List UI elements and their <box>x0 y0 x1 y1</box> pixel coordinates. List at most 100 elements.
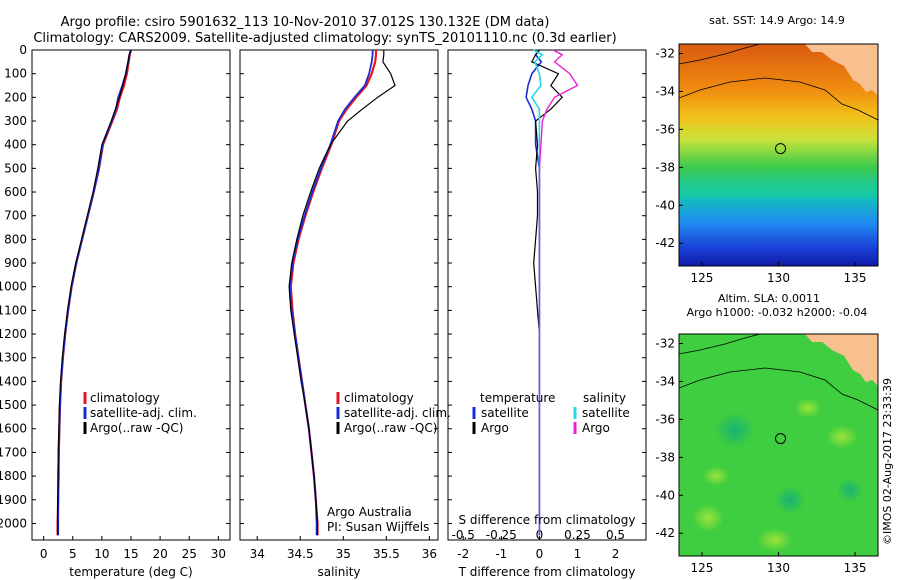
depth-tick-label: 1700 <box>0 445 27 459</box>
temperature-panel-frame <box>31 49 231 541</box>
map-y-tick-label: -32 <box>655 336 675 350</box>
legend-title-temperature: temperature <box>480 391 555 405</box>
sla-map-image <box>679 334 878 556</box>
x-tick-label: 34 <box>250 547 265 561</box>
sla-contour-coast <box>679 334 761 355</box>
map-y-tick-label: -40 <box>655 198 675 212</box>
sst-land <box>679 44 878 96</box>
legend-label-s-argo: Argo <box>582 421 610 435</box>
x-tick-label: 0 <box>536 547 544 561</box>
x-tick-label: 2 <box>612 547 620 561</box>
difference-series <box>525 49 579 536</box>
map-y-tick-label: -38 <box>655 160 675 174</box>
sst-field <box>679 44 878 266</box>
map-y-tick-label: -32 <box>655 46 675 60</box>
salinity-x-axis: 34 34.5 35 35.5 36 <box>250 536 437 561</box>
sst-map-title: sat. SST: 14.9 Argo: 14.9 <box>709 14 845 27</box>
sla-anomaly-low <box>774 486 806 514</box>
depth-tick-label: 200 <box>4 90 27 104</box>
sla-anomaly-low <box>715 412 755 448</box>
sst-map-image <box>679 44 878 266</box>
x-top-tick-label: 0.25 <box>564 528 591 542</box>
x-top-tick-label: -0.5 <box>452 528 475 542</box>
depth-tick-label: 1200 <box>0 327 27 341</box>
sla-anomaly-high <box>702 466 730 486</box>
map-x-tick-label: 135 <box>844 561 867 575</box>
header-line2: Climatology: CARS2009. Satellite-adjuste… <box>33 31 616 46</box>
header-line1: Argo profile: csiro 5901632_113 10-Nov-2… <box>61 15 550 30</box>
x-tick-label: 5 <box>69 547 77 561</box>
x-tick-label: 34.5 <box>287 547 314 561</box>
x-tick-label: -1 <box>495 547 507 561</box>
depth-tick-label: 600 <box>4 185 27 199</box>
x-tick-label: 35.5 <box>373 547 400 561</box>
difference-panel-frame <box>447 49 647 541</box>
depth-tick-label: 1400 <box>0 374 27 388</box>
depth-tick-label: 1100 <box>0 303 27 317</box>
depth-tick-label: 1300 <box>0 351 27 365</box>
x-tick-label: 25 <box>182 547 197 561</box>
depth-axis: 0 100 200 300 400 500 600 700 800 900 1000 1100 1200… <box>0 43 646 530</box>
sst-band <box>679 180 878 198</box>
t-difference-xlabel: T difference from climatology <box>458 565 636 579</box>
x-tick-label: 15 <box>123 547 138 561</box>
depth-tick-label: 900 <box>4 256 27 270</box>
annotation-argo-australia: Argo Australia <box>327 505 412 519</box>
depth-tick-label: 800 <box>4 232 27 246</box>
map-x-tick-label: 135 <box>844 271 867 285</box>
temperature-series <box>56 49 133 536</box>
sla-argo-marker <box>775 433 787 445</box>
legend-label-t-satellite: satellite <box>481 406 529 420</box>
legend-label-satellite: satellite-adj. clim. <box>90 406 197 420</box>
x-tick-label: 35 <box>336 547 351 561</box>
sst-contour-coast <box>679 44 761 65</box>
depth-tick-label: 1800 <box>0 469 27 483</box>
x-top-tick-label: 0.5 <box>606 528 625 542</box>
legend-label-argo: Argo(..raw -QC) <box>90 421 183 435</box>
legend-label-t-argo: Argo <box>481 421 509 435</box>
depth-tick-label: 1900 <box>0 493 27 507</box>
sst-contour-shelf <box>679 77 878 121</box>
sst-map-axes: 125 130 135 -32 -34 -36 -38 -40 -42 <box>655 46 866 285</box>
map-y-tick-label: -36 <box>655 412 675 426</box>
x-top-tick-label: -0.25 <box>486 528 517 542</box>
depth-tick-label: 1500 <box>0 398 27 412</box>
sla-anomaly-high <box>794 398 822 418</box>
map-y-tick-label: -42 <box>655 236 675 250</box>
sla-map-title: Altim. SLA: 0.0011 <box>718 292 820 305</box>
salinity-series <box>288 50 396 536</box>
depth-tick-label: 0 <box>19 43 27 57</box>
sst-argo-marker <box>775 143 787 155</box>
map-x-tick-label: 130 <box>767 271 790 285</box>
sla-anomaly-low <box>836 478 864 502</box>
imos-credit: ©IMOS 02-Aug-2017 23:33:39 <box>881 378 894 545</box>
sla-anomaly-high <box>826 425 858 449</box>
difference-legend: temperature salinity satellite Argo sate… <box>472 391 630 435</box>
sla-map-axes: 125 130 135 -32 -34 -36 -38 -40 -42 <box>655 336 866 575</box>
temperature-legend: climatology satellite-adj. clim. Argo(..… <box>83 391 197 435</box>
s-difference-xlabel: S difference from climatology <box>459 513 636 527</box>
salinity-legend: climatology satellite-adj. clim. Argo(..… <box>327 391 451 534</box>
map-x-tick-label: 125 <box>691 271 714 285</box>
depth-tick-label: 700 <box>4 209 27 223</box>
x-tick-label: 20 <box>152 547 167 561</box>
depth-tick-label: 300 <box>4 114 27 128</box>
depth-tick-label: 1000 <box>0 280 27 294</box>
map-y-tick-label: -34 <box>655 84 675 98</box>
sla-anomaly-high <box>757 528 793 552</box>
annotation-pi: PI: Susan Wijffels <box>327 520 429 534</box>
map-y-tick-label: -40 <box>655 488 675 502</box>
map-x-tick-label: 125 <box>691 561 714 575</box>
legend-label-argo: Argo(..raw -QC) <box>344 421 437 435</box>
x-tick-label: 30 <box>211 547 226 561</box>
map-y-tick-label: -38 <box>655 450 675 464</box>
temperature-xlabel: temperature (deg C) <box>69 565 192 579</box>
legend-label-climatology: climatology <box>90 391 160 405</box>
depth-tick-label: 1600 <box>0 422 27 436</box>
sla-contour-shelf <box>679 367 878 411</box>
depth-tick-label: 100 <box>4 67 27 81</box>
temperature-x-axis: 0 5 10 15 20 25 30 <box>40 536 226 561</box>
sla-anomaly-high <box>692 504 724 532</box>
legend-label-climatology: climatology <box>344 391 414 405</box>
